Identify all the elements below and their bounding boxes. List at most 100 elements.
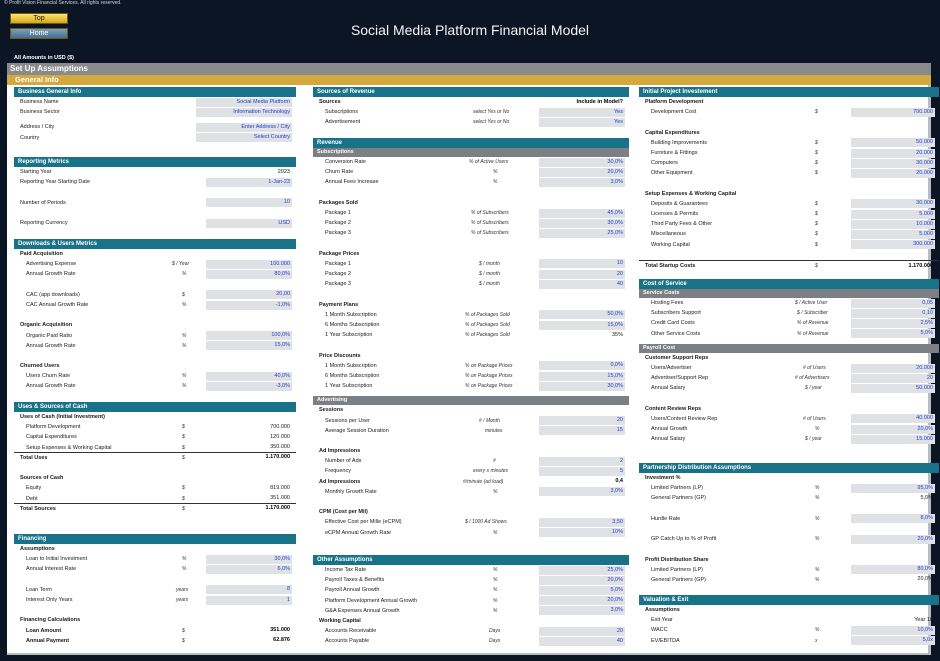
gp-catchup-input[interactable]: 20,0% [851, 534, 935, 544]
one-month-plan-input[interactable]: 50,0% [539, 310, 625, 320]
third-party-fees-input[interactable]: 10.000 [851, 219, 935, 229]
sessions-input[interactable]: 20 [539, 416, 625, 426]
card-costs-input[interactable]: 2,5% [851, 318, 935, 328]
label: Income Tax Rate [325, 567, 367, 573]
unit: % [815, 576, 820, 583]
interest-rate-input[interactable]: 6,0% [206, 564, 292, 574]
building-input[interactable]: 50.000 [851, 138, 935, 148]
organic-ratio-input[interactable]: 100,0% [206, 331, 292, 341]
other-equipment-input[interactable]: 20.000 [851, 168, 935, 178]
other-service-input[interactable]: 5,0% [851, 329, 935, 339]
payable-days-input[interactable]: 40 [539, 636, 625, 646]
one-month-discount-input[interactable]: 0,0% [539, 361, 625, 371]
package-3-price-input[interactable]: 40 [539, 279, 625, 289]
include-header: Include in Model? [576, 98, 623, 105]
package-2-share-input[interactable]: 30,0% [539, 218, 625, 228]
platform-growth-input[interactable]: 20,0% [539, 596, 625, 606]
payroll-growth-input[interactable]: 5,0% [539, 585, 625, 595]
subsection-header: Advertising [313, 396, 629, 406]
reporting-start-input[interactable]: 1-Jan-23 [206, 177, 292, 187]
exit-year-select[interactable]: Year 10 [914, 616, 933, 623]
cac-growth-input[interactable]: -1,0% [206, 300, 292, 310]
tax-rate-input[interactable]: 25,0% [539, 565, 625, 575]
session-duration-input[interactable]: 15 [539, 426, 625, 436]
label: Hurdle Rate [651, 515, 681, 522]
annual-payment-value: 62.876 [273, 637, 290, 644]
licenses-input[interactable]: 5.000 [851, 209, 935, 219]
loan-ratio-input[interactable]: 30,0% [206, 554, 292, 564]
monthly-growth-input[interactable]: 3,0% [539, 487, 625, 497]
churn-input[interactable]: 20,0% [539, 167, 625, 177]
unit: % of Subscribers [471, 230, 509, 237]
frequency-input[interactable]: 5 [539, 467, 625, 477]
home-button[interactable]: Home [10, 28, 68, 39]
support-cost-input[interactable]: 0,10 [851, 308, 935, 318]
ecpm-input[interactable]: 3,50 [539, 517, 625, 527]
business-name-input[interactable]: Social Media Platform [196, 97, 292, 107]
receivable-days-input[interactable]: 20 [539, 626, 625, 636]
number-of-ads-input[interactable]: 2 [539, 456, 625, 466]
currency-select[interactable]: USD [206, 218, 292, 228]
reporting-metrics-section: Reporting Metrics Starting Year 2023 Repo… [14, 157, 296, 228]
wacc-input[interactable]: 10,0% [851, 625, 935, 635]
label: Payroll Taxes & Benefits [325, 577, 385, 584]
subscriptions-toggle[interactable]: Yes [539, 107, 625, 117]
unit: every x minutes [473, 468, 509, 475]
label: Credit Card Costs [651, 320, 695, 327]
package-1-price-input[interactable]: 10 [539, 259, 625, 269]
six-month-plan-input[interactable]: 15,0% [539, 320, 625, 330]
working-capital-input[interactable]: 300.000 [851, 240, 935, 250]
package-1-share-input[interactable]: 45,0% [539, 208, 625, 218]
section-header: Initial Project Investement [639, 87, 939, 97]
reviewer-growth-input[interactable]: 20,0% [851, 424, 935, 434]
furniture-input[interactable]: 20.000 [851, 148, 935, 158]
country-select[interactable]: Select Country [196, 133, 292, 143]
payroll-taxes-input[interactable]: 20,0% [539, 575, 625, 585]
package-3-share-input[interactable]: 25,0% [539, 228, 625, 238]
ga-growth-input[interactable]: 3,0% [539, 606, 625, 616]
churn-growth-input[interactable]: -3,0% [206, 382, 292, 392]
business-sector-input[interactable]: Information Technology [196, 107, 292, 117]
lp-investment-input[interactable]: 95,0% [851, 483, 935, 493]
users-per-advertiser-input[interactable]: 20.000 [851, 363, 935, 373]
label: CAC Annual Growth Rate [26, 301, 89, 308]
package-2-price-input[interactable]: 20 [539, 269, 625, 279]
lp-share-input[interactable]: 80,0% [851, 565, 935, 575]
deposits-input[interactable]: 30.000 [851, 199, 935, 209]
interest-only-input[interactable]: 1 [206, 595, 292, 605]
churn-input[interactable]: 40,0% [206, 371, 292, 381]
label: Setup Expenses & Working Capital [645, 190, 737, 197]
unit: % of Subscribers [471, 220, 509, 227]
organic-growth-input[interactable]: 15,0% [206, 341, 292, 351]
miscellaneous-input[interactable]: 5.000 [851, 230, 935, 240]
fees-increase-input[interactable]: 3,0% [539, 177, 625, 187]
growth-rate-input[interactable]: 80,0% [206, 269, 292, 279]
loan-term-input[interactable]: 8 [206, 585, 292, 595]
one-year-discount-input[interactable]: 30,0% [539, 381, 625, 391]
label: General Partners (GP) [651, 576, 707, 583]
reviewer-salary-input[interactable]: 15.000 [851, 434, 935, 444]
users-per-reviewer-input[interactable]: 40.000 [851, 414, 935, 424]
label: Package 1 [325, 260, 351, 267]
periods-input[interactable]: 10 [206, 198, 292, 208]
label: Payroll Annual Growth [325, 587, 380, 594]
support-salary-input[interactable]: 50.000 [851, 383, 935, 393]
computers-input[interactable]: 30.000 [851, 158, 935, 168]
ad-expense-input[interactable]: 100.000 [206, 259, 292, 269]
address-input[interactable]: Enter Address / City [196, 122, 292, 132]
top-button[interactable]: Top [10, 13, 68, 24]
hosting-fees-input[interactable]: 0,05 [851, 298, 935, 308]
ecpm-growth-input[interactable]: 10% [539, 528, 625, 538]
advertisers-per-rep-input[interactable]: 20 [851, 373, 935, 383]
label: Accounts Receivable [325, 628, 377, 635]
label: Other Equipment [651, 170, 693, 177]
conversion-input[interactable]: 30,0% [539, 157, 625, 167]
ev-ebitda-input[interactable]: 5,0x [851, 636, 935, 646]
development-cost-input[interactable]: 700.000 [851, 107, 935, 117]
label: Packages Sold [319, 199, 358, 206]
six-month-discount-input[interactable]: 15,0% [539, 371, 625, 381]
hurdle-rate-input[interactable]: 8,0% [851, 514, 935, 524]
cac-input[interactable]: 20,00 [206, 290, 292, 300]
unit: % [182, 556, 187, 563]
advertisement-toggle[interactable]: Yes [539, 117, 625, 127]
